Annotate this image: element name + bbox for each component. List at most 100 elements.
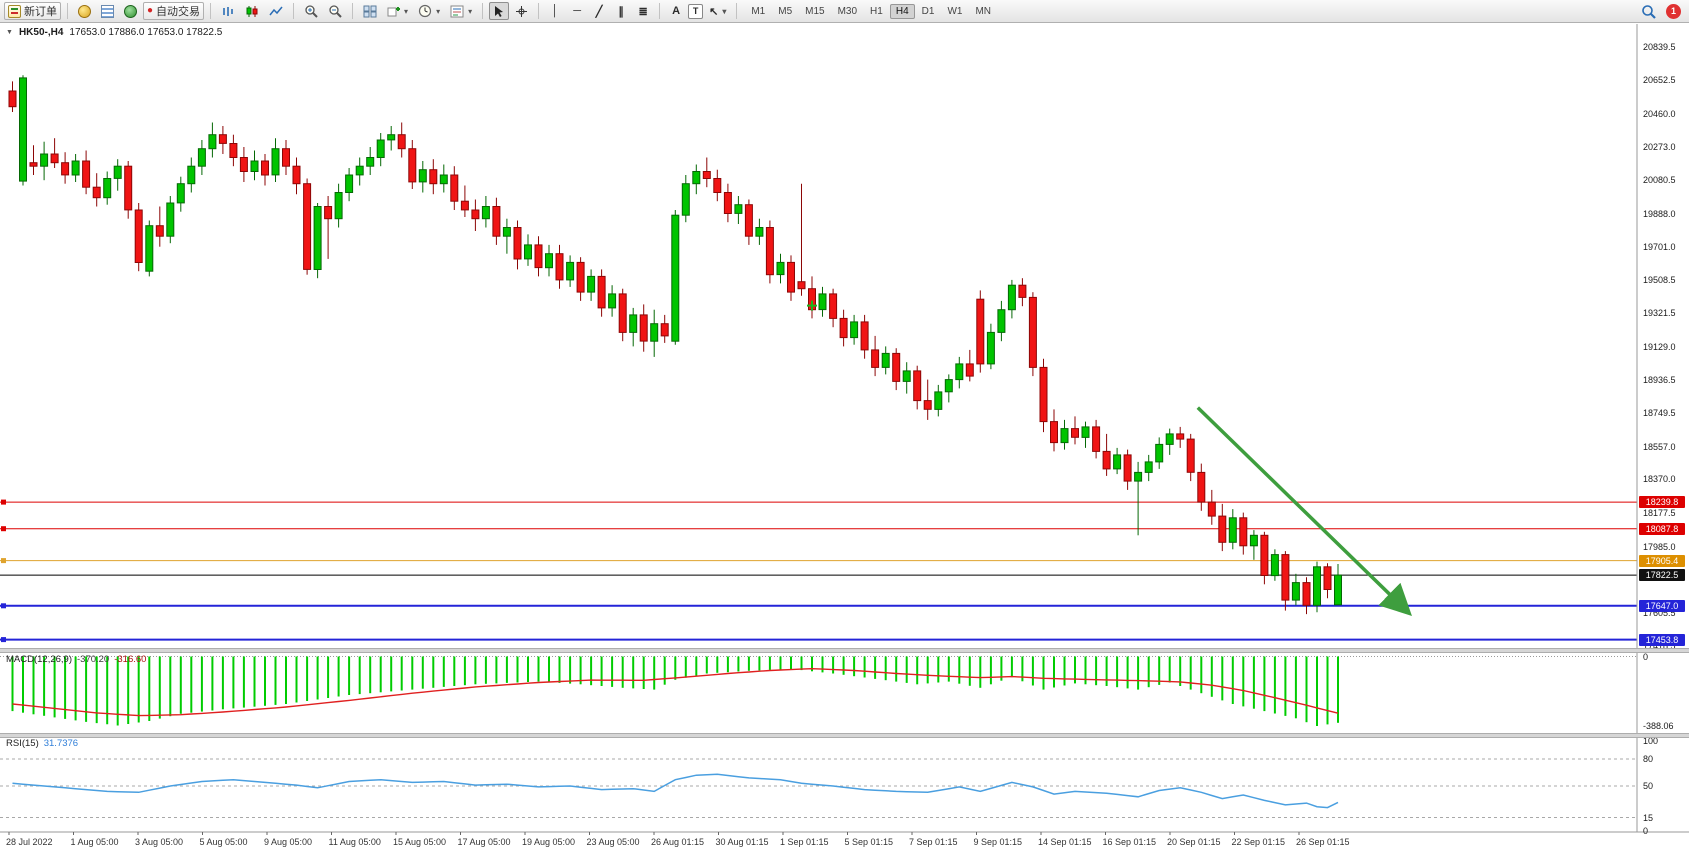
price-badge-17453.8: 17453.8 [1639, 633, 1685, 646]
price-tick: 18370.0 [1643, 474, 1676, 485]
rsi-name: RSI(15) [6, 738, 39, 749]
trend-arrow[interactable] [1196, 406, 1412, 616]
tile-windows-button[interactable] [359, 2, 381, 20]
hline-17647.0[interactable] [0, 603, 1637, 609]
chart-canvas[interactable] [0, 24, 1689, 850]
fibonacci-button[interactable]: ≣ [633, 2, 653, 20]
time-label: 1 Aug 05:00 [70, 837, 119, 847]
time-label: 14 Sep 01:15 [1038, 837, 1092, 847]
toolbar-separator [293, 3, 295, 19]
horizontal-line-button[interactable]: ─ [567, 2, 587, 20]
price-tick: 17605.5 [1643, 608, 1676, 619]
time-label: 5 Sep 01:15 [844, 837, 894, 847]
data-window-button[interactable] [97, 2, 118, 20]
periods-button[interactable]: ▾ [414, 2, 444, 20]
timeframe-W1[interactable]: W1 [947, 5, 963, 17]
templates-button[interactable]: ▾ [446, 2, 476, 20]
navigator-button[interactable] [120, 2, 141, 20]
price-badge-17647.0: 17647.0 [1639, 599, 1685, 612]
autotrading-status-icon: ● [147, 5, 154, 16]
price-badge-17822.5: 17822.5 [1639, 569, 1685, 582]
price-tick: 18936.5 [1643, 375, 1676, 386]
dropdown-icon: ▾ [436, 6, 441, 16]
crosshair-button[interactable] [511, 2, 532, 20]
trendline-button[interactable]: ╱ [589, 2, 609, 20]
hline-18087.8[interactable] [0, 526, 1637, 532]
price-tick: 18749.5 [1643, 408, 1676, 418]
cross-marker[interactable] [807, 300, 817, 311]
text-label-button[interactable]: T [688, 3, 704, 19]
toolbar-separator [482, 3, 484, 19]
collapse-arrow-icon[interactable]: ▼ [6, 29, 13, 36]
channel-icon: ∥ [618, 5, 624, 18]
hline-17453.8[interactable] [0, 637, 1637, 643]
timeframe-D1[interactable]: D1 [921, 5, 935, 17]
text-button[interactable]: A [666, 2, 686, 20]
pane-splitter[interactable] [0, 733, 1689, 738]
pane-splitter[interactable] [0, 648, 1689, 653]
macd-pane [0, 656, 1637, 726]
arrows-button[interactable]: ↖ ▾ [705, 2, 730, 20]
dropdown-icon: ▾ [404, 6, 409, 16]
chart-title: ▼ HK50-,H4 17653.0 17886.0 17653.0 17822… [6, 27, 222, 38]
market-watch-button[interactable] [74, 2, 95, 20]
trendline-icon: ╱ [595, 5, 603, 18]
time-label: 19 Aug 05:00 [522, 837, 576, 847]
horizontal-line-objects[interactable] [0, 499, 1637, 643]
time-label: 3 Aug 05:00 [135, 837, 184, 847]
arrows-icon: ↖ [709, 5, 719, 18]
chart-window[interactable]: ▼ HK50-,H4 17653.0 17886.0 17653.0 17822… [0, 24, 1689, 850]
new-chart-button[interactable]: ▾ [383, 2, 412, 20]
rsi-pane [0, 758, 1637, 818]
zoom-out-button[interactable] [324, 2, 346, 20]
horizontal-line-icon: ─ [573, 5, 581, 17]
timeframe-M1[interactable]: M1 [751, 5, 766, 17]
price-tick: 20652.5 [1643, 75, 1676, 86]
timeframe-H1[interactable]: H1 [870, 5, 883, 17]
search-button[interactable] [1637, 2, 1660, 20]
hline-17905.4[interactable] [0, 558, 1637, 564]
vertical-line-button[interactable]: │ [545, 2, 565, 20]
time-label: 23 Aug 05:00 [586, 837, 640, 847]
bar-chart-button[interactable] [217, 2, 239, 20]
price-badge-17905.4: 17905.4 [1639, 554, 1685, 567]
price-tick: 17985.0 [1643, 541, 1676, 552]
text-icon: A [672, 5, 681, 17]
zoom-in-button[interactable] [300, 2, 322, 20]
time-label: 5 Aug 05:00 [199, 837, 248, 847]
toolbar-separator [210, 3, 212, 19]
time-label: 7 Sep 01:15 [909, 837, 958, 847]
time-label: 26 Sep 01:15 [1296, 837, 1350, 847]
notification-badge[interactable]: 1 [1666, 3, 1681, 19]
price-tick: 19508.5 [1643, 275, 1676, 286]
new-order-button[interactable]: 新订单 [4, 2, 61, 20]
template-icon [450, 5, 464, 17]
price-tick: 19321.5 [1643, 307, 1676, 318]
toolbar-separator [67, 3, 68, 19]
hline-18239.8[interactable] [0, 499, 1637, 505]
candlestick-chart-button[interactable] [241, 2, 263, 20]
channel-button[interactable]: ∥ [611, 2, 631, 20]
macd-signal-line [12, 667, 1339, 717]
macd-axis-label: -388.06 [1643, 721, 1674, 731]
autotrading-button[interactable]: ● 自动交易 [143, 2, 205, 20]
rsi-axis-label: 15 [1643, 812, 1654, 823]
price-tick: 20839.5 [1643, 42, 1676, 53]
timeframe-M15[interactable]: M15 [805, 5, 825, 17]
price-tick: 20273.0 [1643, 141, 1676, 152]
data-window-icon [101, 4, 114, 18]
time-label: 30 Aug 01:15 [715, 837, 769, 847]
timeframe-MN[interactable]: MN [975, 5, 991, 17]
text-label-icon: T [692, 6, 699, 16]
time-label: 17 Aug 05:00 [457, 837, 511, 847]
time-axis[interactable]: 28 Jul 2022 1 Aug 05:00 3 Aug 05:00 5 Aug 0… [0, 832, 1689, 850]
price-tick: 20080.5 [1643, 175, 1676, 186]
price-tick: 20460.0 [1643, 108, 1676, 119]
timeframe-M30[interactable]: M30 [837, 5, 858, 17]
line-chart-button[interactable] [265, 2, 287, 20]
timeframe-H4[interactable]: H4 [889, 3, 915, 19]
timeframe-toolbar: M1 M5 M15 M30 H1 H4 D1 W1 MN [745, 3, 997, 19]
cursor-button[interactable] [489, 2, 510, 20]
timeframe-M5[interactable]: M5 [778, 5, 793, 17]
price-tick: 19701.0 [1643, 241, 1676, 252]
